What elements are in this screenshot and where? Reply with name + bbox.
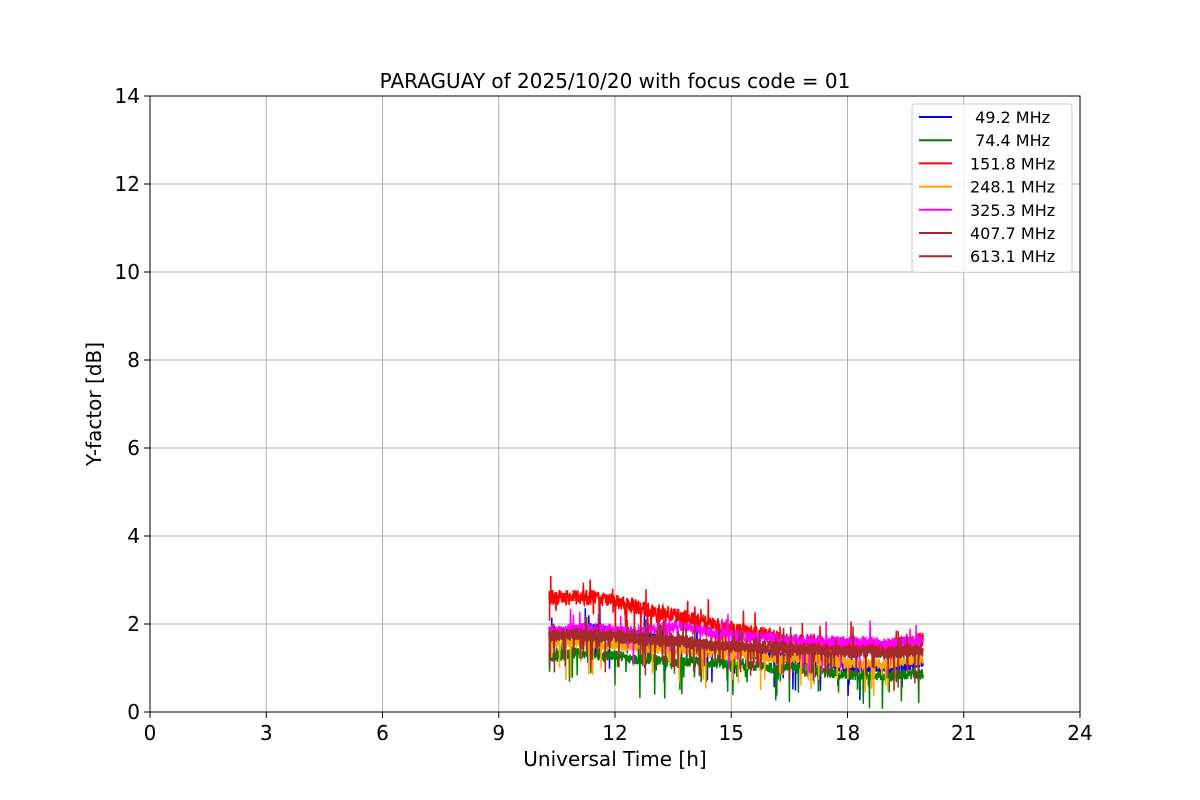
y-tick-label: 12 <box>115 172 140 196</box>
x-tick-label: 24 <box>1067 721 1092 745</box>
x-tick-label: 3 <box>260 721 273 745</box>
y-axis-label: Y-factor [dB] <box>82 342 106 467</box>
plot-area <box>548 575 924 709</box>
x-tick-label: 21 <box>951 721 976 745</box>
y-tick-label: 0 <box>127 700 140 724</box>
series-line <box>548 634 924 709</box>
y-tick-label: 14 <box>115 84 140 108</box>
legend-label: 407.7 MHz <box>970 224 1055 243</box>
chart-title: PARAGUAY of 2025/10/20 with focus code =… <box>380 69 851 93</box>
legend-label: 613.1 MHz <box>970 247 1055 266</box>
x-tick-label: 15 <box>719 721 744 745</box>
y-tick-label: 10 <box>115 260 140 284</box>
x-axis-ticks: 0 3 6 9 12 15 18 21 24 <box>144 712 1093 745</box>
x-tick-label: 0 <box>144 721 157 745</box>
y-tick-label: 6 <box>127 436 140 460</box>
legend-box <box>911 103 1073 273</box>
y-tick-label: 4 <box>127 524 140 548</box>
legend-label: 49.2 MHz <box>970 108 1050 127</box>
y-axis-ticks: 0 2 4 6 8 10 12 14 <box>115 84 150 724</box>
legend: 49.2 MHz 74.4 MHz 151.8 MHz 248.1 MHz 325.3… <box>911 103 1073 273</box>
legend-label: 151.8 MHz <box>970 154 1055 173</box>
x-tick-label: 6 <box>376 721 389 745</box>
legend-label: 325.3 MHz <box>970 201 1055 220</box>
legend-label: 74.4 MHz <box>970 131 1050 150</box>
x-tick-label: 9 <box>492 721 505 745</box>
legend-label: 248.1 MHz <box>970 178 1055 197</box>
series-line <box>548 627 924 696</box>
y-tick-label: 8 <box>127 348 140 372</box>
series-line <box>548 613 924 681</box>
y-tick-label: 2 <box>127 612 140 636</box>
x-tick-label: 18 <box>835 721 860 745</box>
x-tick-label: 12 <box>602 721 627 745</box>
x-axis-label: Universal Time [h] <box>523 747 706 771</box>
